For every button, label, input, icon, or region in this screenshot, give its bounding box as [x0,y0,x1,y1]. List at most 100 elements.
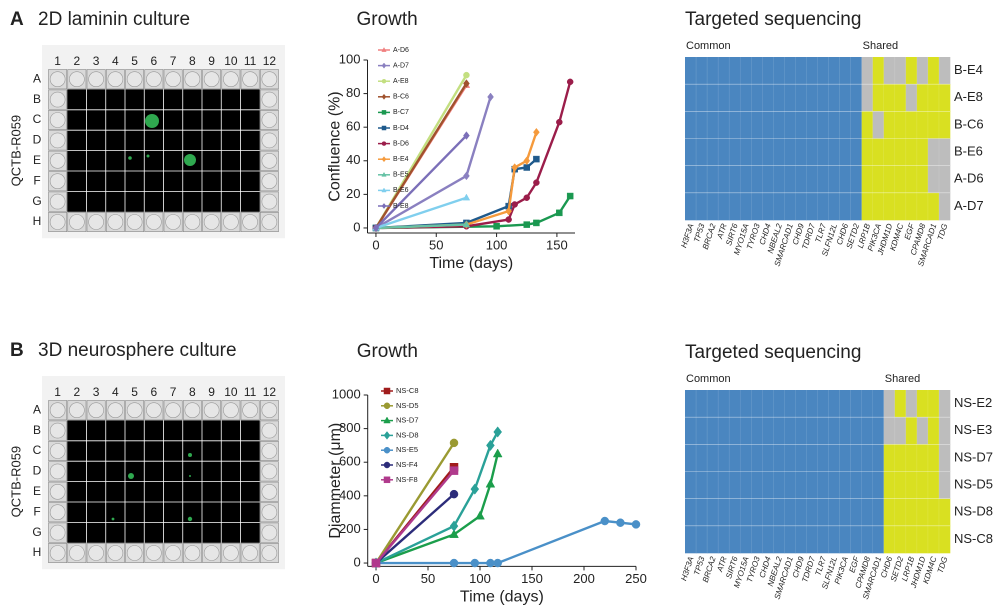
heatmap-cell [829,499,840,526]
heatmap-cell [773,139,784,166]
x-tick-label: 50 [429,237,443,252]
plate-column-label: 1 [54,385,61,399]
heatmap-cell [917,84,928,111]
plate-well-circle [204,403,219,418]
row-label: A-E8 [954,89,983,104]
plate-column-label: 4 [112,54,119,68]
heatmap-cell [773,526,784,553]
heatmap-cell [862,139,873,166]
heatmap-cell [685,390,696,417]
heatmap-cell [906,111,917,138]
heatmap-cell [718,166,729,193]
heatmap-cell [685,166,696,193]
heatmap-cell [696,499,707,526]
plate-column-label: 11 [244,54,257,68]
legend-label: B-C7 [393,109,409,116]
plate-row-label: B [33,92,41,106]
heatmap-cell [762,499,773,526]
heatmap-cell [806,417,817,444]
plate-column-label: 7 [170,385,177,399]
plate-well-circle [223,72,238,87]
heatmap-cell [829,111,840,138]
heatmap-cell [917,499,928,526]
heatmap-cell [895,84,906,111]
heatmap-cell [696,472,707,499]
row-label: B-C6 [954,116,984,131]
plate-well-circle [50,92,65,107]
heatmap-cell [795,499,806,526]
heatmap-cell [751,193,762,220]
heatmap-cell [840,417,851,444]
x-tick-label: 0 [372,571,379,586]
legend-marker [384,477,390,483]
marker [471,559,479,567]
legend-label: NS-E5 [396,445,418,454]
heatmap-cell [895,390,906,417]
heatmap-cell [773,499,784,526]
legend-label: B-C6 [393,94,409,101]
plate-well-circle [223,546,238,561]
heatmap-cell [895,139,906,166]
heatmap-cell [784,57,795,84]
marker [463,72,469,78]
heatmap-cell [873,166,884,193]
plate-well-circle [108,215,123,230]
row-label: NS-D5 [954,477,993,492]
heatmap-cell [718,526,729,553]
heatmap-cell [806,84,817,111]
heatmap-cell [773,472,784,499]
legend-label: NS-F8 [396,475,418,484]
plate-well-circle [50,72,65,87]
marker [524,195,530,201]
heatmap-cell [818,166,829,193]
heatmap-cell [829,472,840,499]
plate-well-circle [185,215,200,230]
marker [533,220,539,226]
plate-row-label: A [33,71,41,85]
cell-spot [145,114,159,128]
plate-well-circle [50,194,65,209]
x-tick-label: 50 [421,571,435,586]
plate-well-circle [108,72,123,87]
plate-well-circle [50,174,65,189]
heatmap-cell [906,139,917,166]
plate-row-label: C [33,443,42,457]
heatmap-cell [917,526,928,553]
heatmap-cell [884,499,895,526]
plate-row-label: H [33,214,42,228]
heatmap-cell [729,166,740,193]
plate-well-circle [50,215,65,230]
heatmap-cell [840,166,851,193]
heatmap-cell [829,139,840,166]
heatmap-cell [840,57,851,84]
heatmap-cell [884,193,895,220]
cell-spot [188,453,192,457]
plate-well-circle [243,215,258,230]
heatmap-cell [928,444,939,471]
plate-well-circle [89,403,104,418]
plate-well-circle [127,215,142,230]
heatmap-cell [873,390,884,417]
heatmap-cell [762,526,773,553]
heatmap-cell [751,417,762,444]
heatmap-cell [773,444,784,471]
heatmap-cell [751,139,762,166]
heatmap-cell [696,84,707,111]
heatmap-cell [740,84,751,111]
heatmap-cell [707,444,718,471]
plate-well-circle [50,546,65,561]
heatmap-cell [928,472,939,499]
heatmap-cell [740,57,751,84]
heatmap-cell [906,57,917,84]
heatmap-cell [729,111,740,138]
panel-title: 2D laminin culture [38,9,190,30]
heatmap-cell [740,390,751,417]
plate-column-label: 12 [263,54,277,68]
cell-spot [128,156,132,160]
heatmap-cell [818,57,829,84]
heatmap-cell [740,417,751,444]
heatmap-cell [795,417,806,444]
cell-spot [188,517,192,521]
y-tick-label: 0 [353,219,360,234]
x-tick-label: 100 [486,237,508,252]
